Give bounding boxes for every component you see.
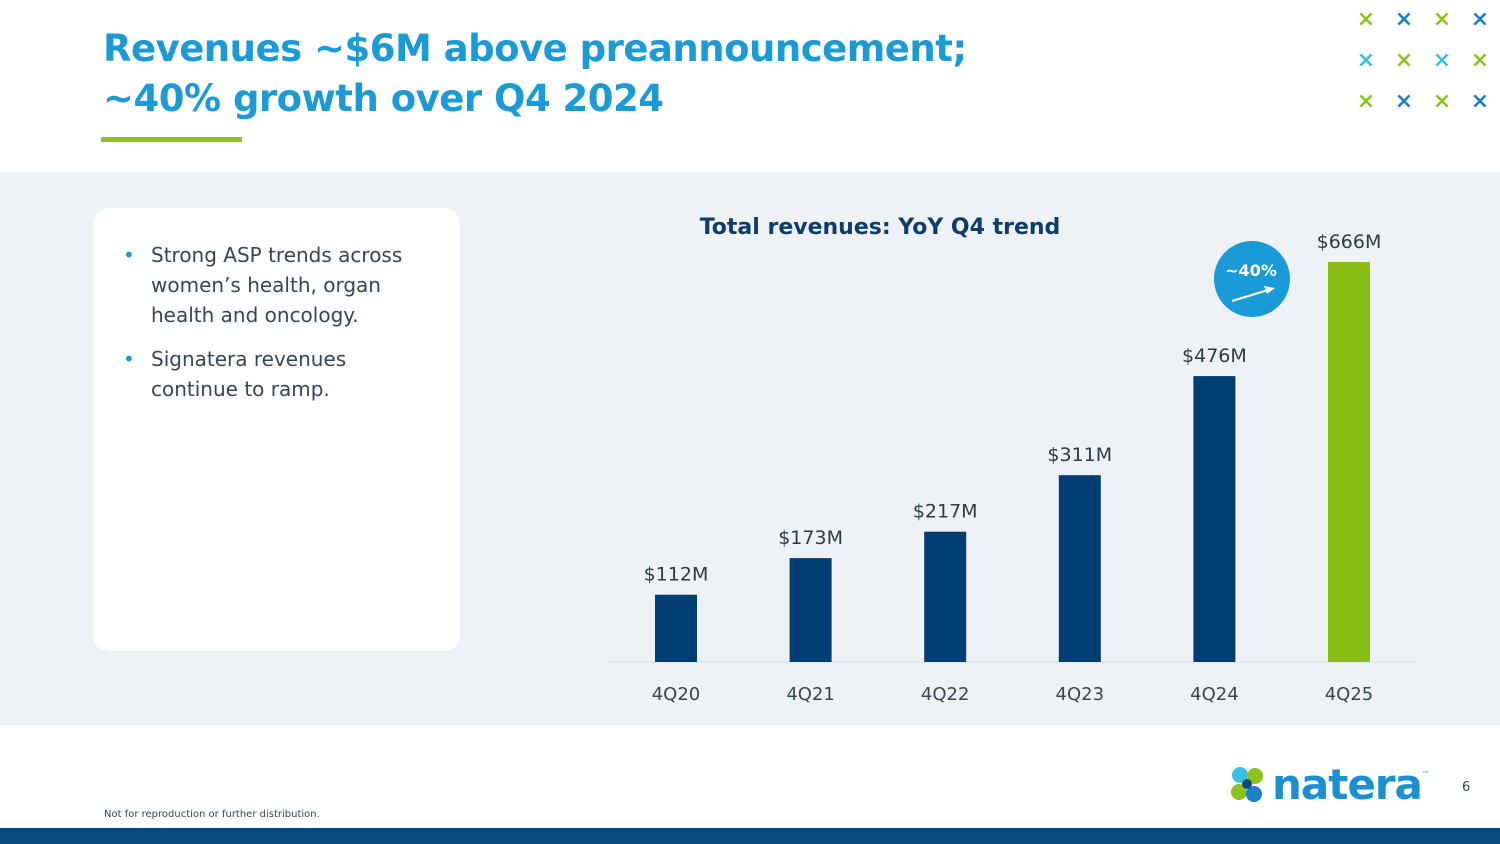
footer-bar [0, 828, 1500, 844]
logo-trademark: ™ [1421, 770, 1429, 778]
bullet-text: Signatera revenues continue to ramp. [151, 347, 347, 401]
decorative-x-icon: × [1432, 48, 1452, 73]
bullet-text: Strong ASP trends across women’s health,… [151, 243, 403, 327]
natera-logo: natera ™ [1228, 762, 1429, 808]
decorative-x-icon: × [1432, 89, 1452, 114]
bullet-item-asp: • Strong ASP trends across women’s healt… [123, 240, 430, 330]
logo-wordmark: natera [1272, 760, 1423, 809]
decorative-x-icon: × [1356, 89, 1376, 114]
decorative-x-icon: × [1356, 48, 1376, 73]
title-underline [101, 137, 242, 142]
bullet-list: • Strong ASP trends across women’s healt… [93, 208, 460, 404]
value-label-4q25: $666M [1317, 231, 1382, 253]
value-label-4q20: $112M [644, 564, 709, 586]
decorative-x-icon: × [1394, 48, 1414, 73]
decorative-x-icon: × [1470, 7, 1490, 32]
bullet-item-signatera: • Signatera revenues continue to ramp. [123, 344, 430, 404]
bar-4q21 [789, 558, 832, 662]
growth-badge-circle [1214, 241, 1290, 317]
disclaimer-text: Not for reproduction or further distribu… [104, 809, 320, 820]
value-label-4q23: $311M [1047, 444, 1112, 466]
decorative-x-pattern: × × × × × × × × × × × × [1352, 6, 1500, 124]
bar-4q23 [1058, 475, 1101, 662]
x-tick-label-4q20: 4Q20 [652, 684, 701, 705]
bar-4q20 [655, 594, 697, 662]
growth-badge: ~40% [1214, 241, 1290, 317]
decorative-x-icon: × [1470, 48, 1490, 73]
page-number: 6 [1462, 780, 1471, 795]
x-tick-label-4q22: 4Q22 [921, 684, 970, 705]
growth-badge-label: ~40% [1225, 261, 1277, 280]
x-tick-label-4q25: 4Q25 [1325, 684, 1374, 705]
decorative-x-icon: × [1432, 7, 1452, 32]
bullet-dot-icon: • [123, 347, 135, 371]
value-label-4q24: $476M [1182, 345, 1247, 367]
bar-4q24 [1193, 376, 1236, 662]
bullet-dot-icon: • [123, 243, 135, 267]
decorative-x-icon: × [1394, 89, 1414, 114]
decorative-x-icon: × [1394, 7, 1414, 32]
decorative-x-icon: × [1470, 89, 1490, 114]
chart-title: Total revenues: YoY Q4 trend [700, 215, 1061, 240]
x-tick-label-4q23: 4Q23 [1056, 684, 1105, 705]
value-label-4q21: $173M [778, 527, 843, 549]
arrow-up-right-icon [1231, 286, 1275, 302]
logo-clover-icon [1231, 767, 1263, 802]
decorative-x-icon: × [1356, 7, 1376, 32]
bullet-card: • Strong ASP trends across women’s healt… [93, 208, 460, 651]
bar-4q25 [1328, 262, 1370, 662]
title-line-1: Revenues ~$6M above preannouncement; [103, 27, 967, 70]
value-label-4q22: $217M [913, 501, 978, 523]
bar-4q22 [924, 531, 967, 662]
slide-title: Revenues ~$6M above preannouncement; ~40… [103, 24, 967, 124]
title-line-2: ~40% growth over Q4 2024 [103, 77, 664, 120]
x-tick-label-4q21: 4Q21 [786, 684, 835, 705]
x-tick-label-4q24: 4Q24 [1190, 684, 1239, 705]
